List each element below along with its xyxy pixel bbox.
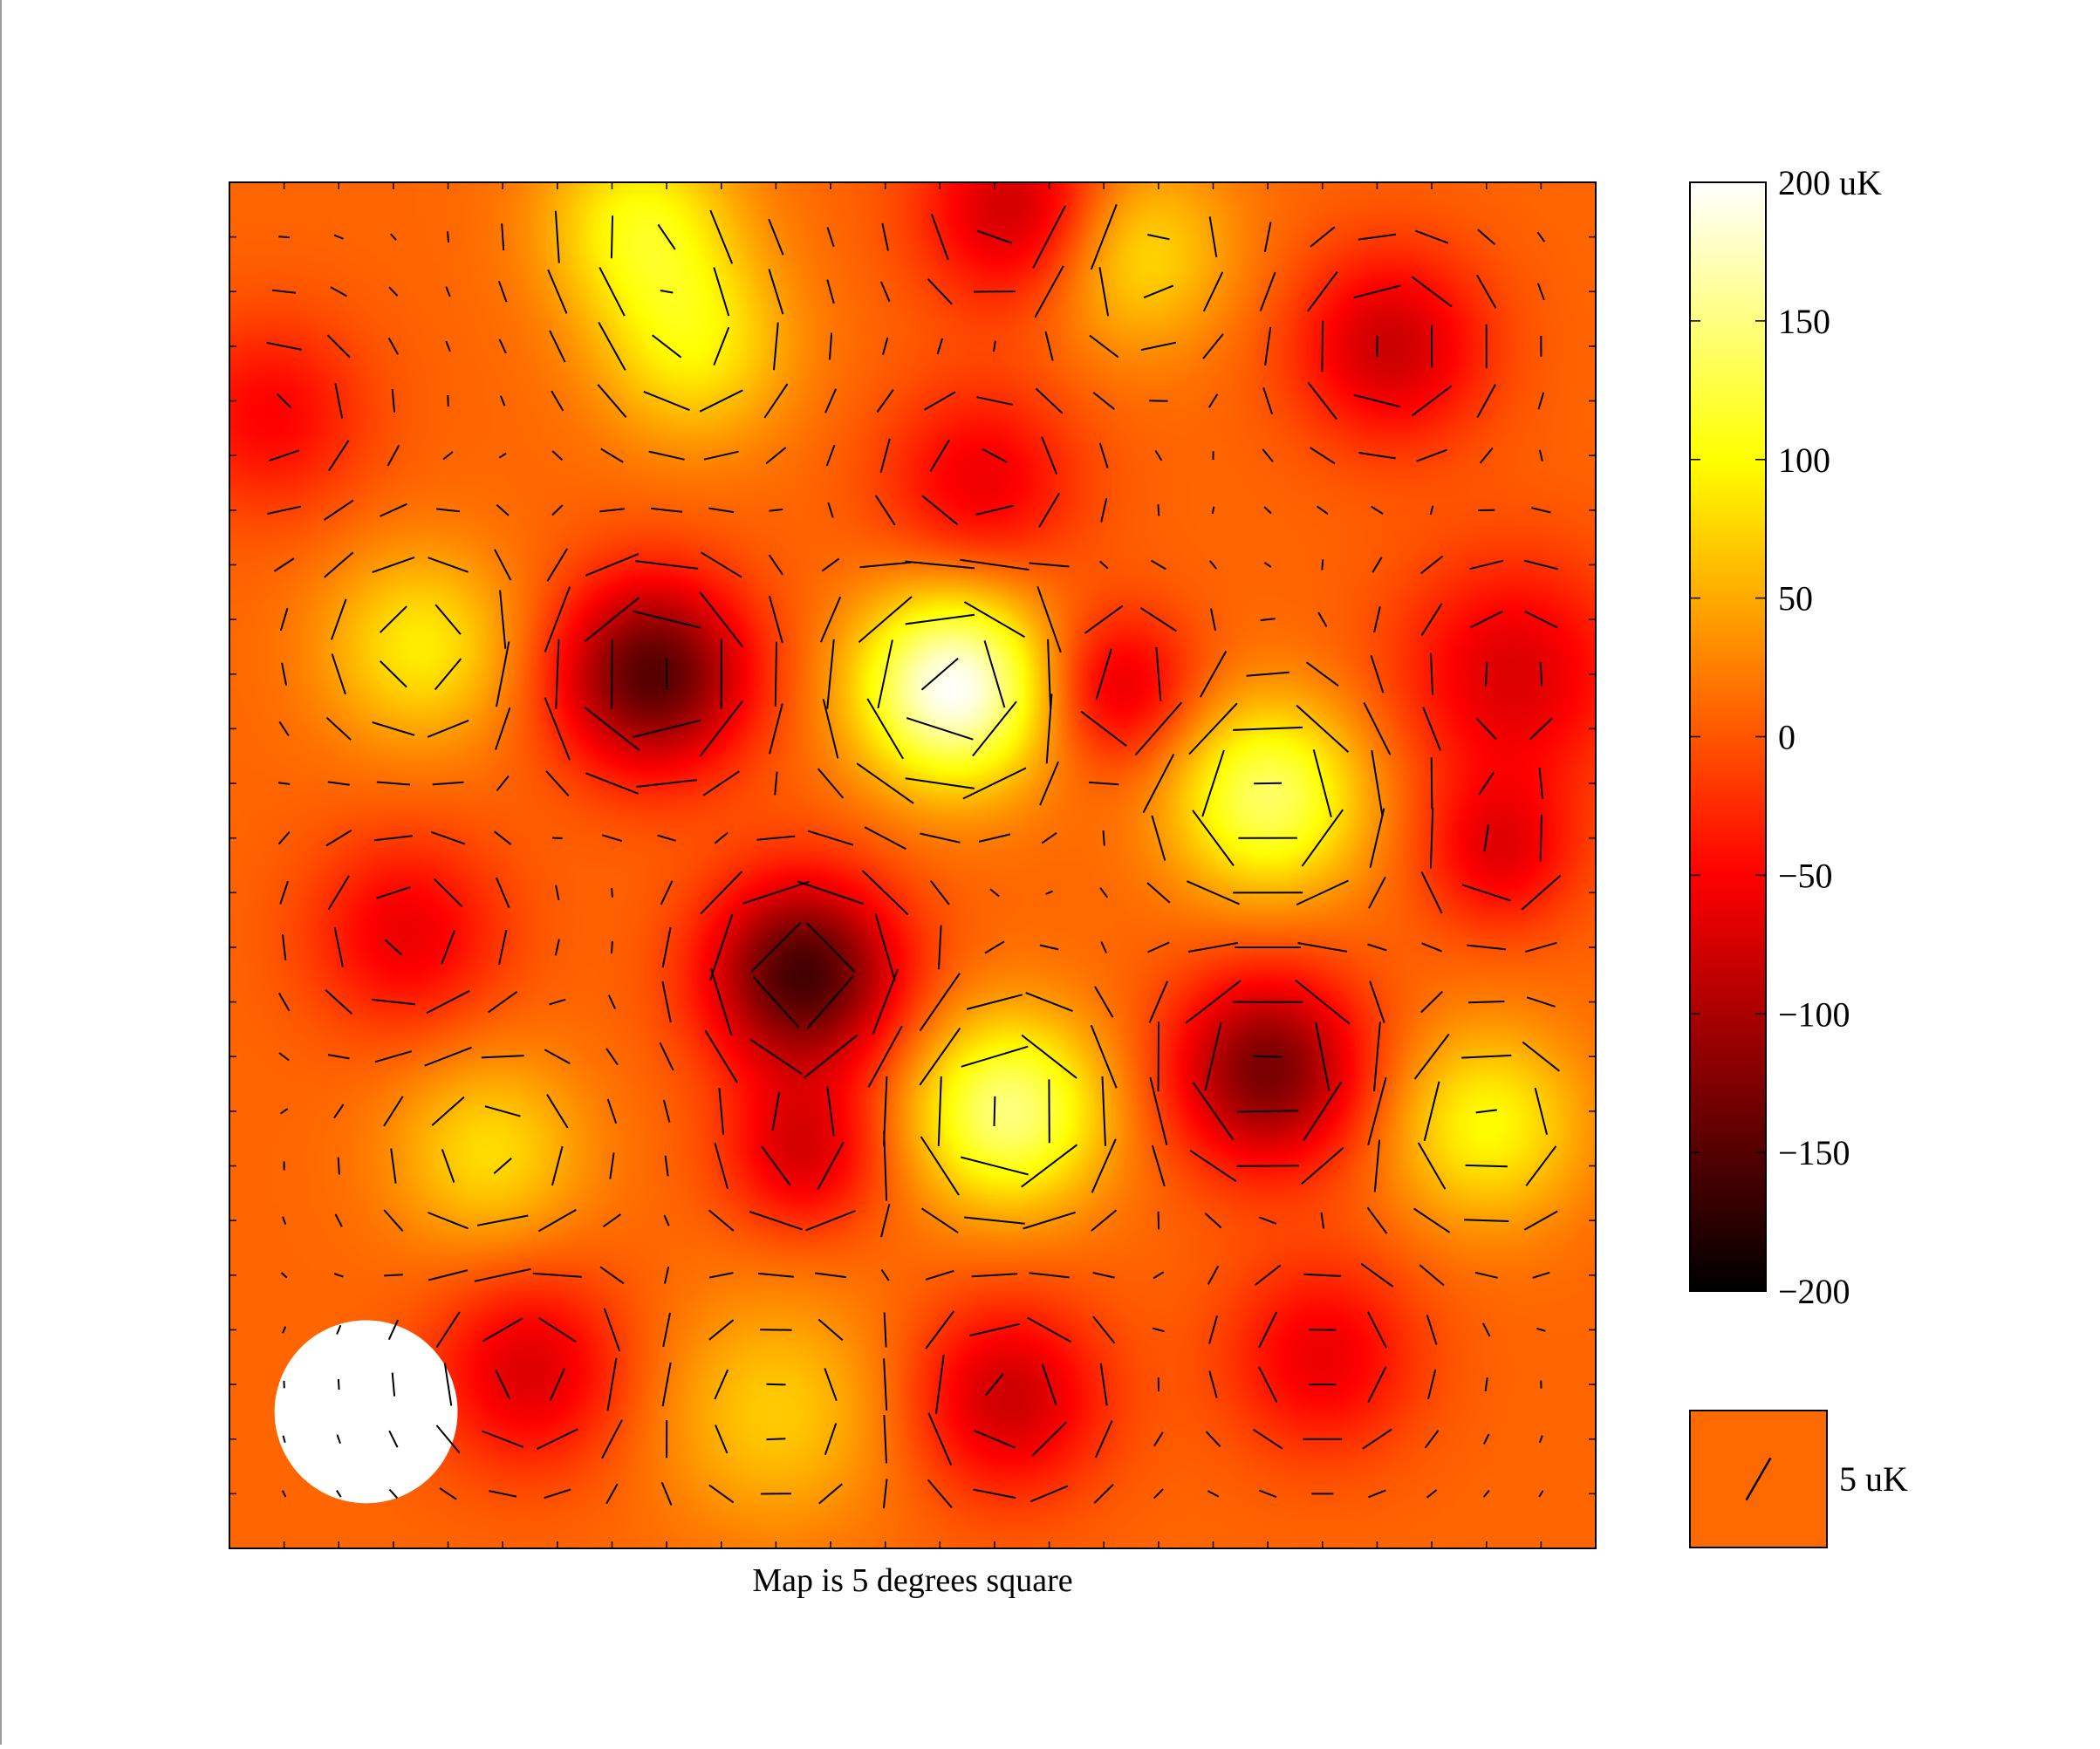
polarization-vector	[1254, 783, 1282, 784]
page-edge-rule	[0, 0, 2, 1745]
colorbar-tick-label: −50	[1778, 856, 1833, 895]
polarization-vector	[1541, 815, 1542, 861]
heatmap-raster-holder	[229, 182, 1596, 1548]
polarization-vector	[1254, 1056, 1283, 1057]
beam-mask-circle	[275, 1320, 458, 1503]
polarization-vector	[766, 1384, 785, 1385]
polarization-vector	[1486, 662, 1487, 686]
polarization-vector	[974, 291, 1016, 292]
polarization-vector	[760, 1329, 791, 1330]
heatmap-raster	[229, 182, 1596, 1548]
colorbar-tick-label: 200 uK	[1778, 163, 1882, 202]
colorbar-tick-label: −100	[1778, 994, 1850, 1034]
polarization-vector	[384, 1274, 403, 1275]
polarization-vector	[1322, 321, 1323, 372]
colorbar	[1690, 182, 1766, 1291]
colorbar-tick-label: −150	[1778, 1133, 1850, 1172]
colorbar-tick-label: 50	[1778, 579, 1813, 618]
polarization-vector	[1322, 559, 1323, 570]
colorbar-tick-label: 150	[1778, 302, 1830, 341]
colorbar-tick-label: 0	[1778, 718, 1796, 757]
colorbar-tick-label: 100	[1778, 441, 1830, 480]
polarization-vector	[1466, 1165, 1508, 1166]
polarization-vector	[1541, 662, 1542, 686]
temperature-heatmap	[229, 182, 1596, 1548]
colorbar-tick-label: −200	[1778, 1272, 1850, 1311]
polarization-vector	[1432, 758, 1433, 810]
map-caption: Map is 5 degrees square	[752, 1562, 1072, 1599]
polarization-vector	[1104, 830, 1105, 846]
polarization-vector	[1237, 1110, 1299, 1111]
polarization-key-label: 5 uK	[1839, 1459, 1908, 1499]
polarization-vector	[1468, 1001, 1504, 1002]
polarization-vector	[766, 1438, 785, 1439]
polarization-vector	[278, 236, 290, 237]
